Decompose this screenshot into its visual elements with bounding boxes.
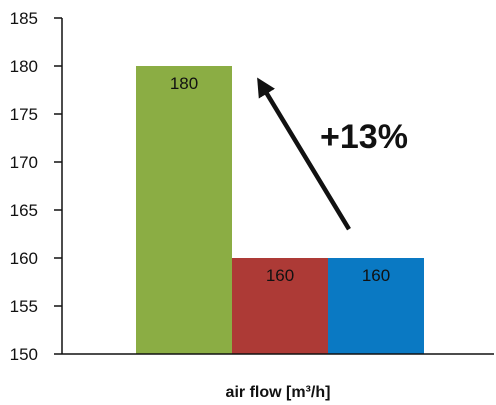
data-label-1: 180 bbox=[170, 74, 198, 93]
y-tick-label-185: 185 bbox=[10, 9, 38, 28]
data-labels-group: 180 160 160 bbox=[170, 74, 390, 285]
y-tick-label-165: 165 bbox=[10, 201, 38, 220]
annotation-arrow bbox=[257, 77, 351, 231]
bar-3 bbox=[328, 258, 424, 354]
data-label-2: 160 bbox=[266, 266, 294, 285]
data-label-3: 160 bbox=[362, 266, 390, 285]
y-tick-labels-group: 150 155 160 165 170 175 180 185 bbox=[10, 9, 38, 364]
y-tick-label-175: 175 bbox=[10, 105, 38, 124]
y-tick-label-180: 180 bbox=[10, 57, 38, 76]
y-tick-label-170: 170 bbox=[10, 153, 38, 172]
annotation-text: +13% bbox=[320, 118, 408, 156]
x-axis-title: air flow [m³/h] bbox=[226, 384, 331, 401]
y-tick-label-150: 150 bbox=[10, 345, 38, 364]
y-tick-label-160: 160 bbox=[10, 249, 38, 268]
y-tick-label-155: 155 bbox=[10, 297, 38, 316]
bar-2 bbox=[232, 258, 328, 354]
bars-group bbox=[136, 66, 424, 354]
bar-1 bbox=[136, 66, 232, 354]
y-ticks-group bbox=[54, 17, 62, 355]
